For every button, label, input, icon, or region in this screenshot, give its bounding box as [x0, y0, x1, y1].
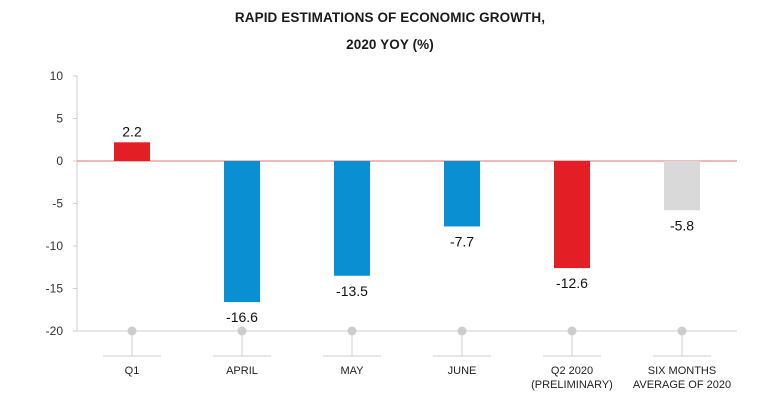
y-tick-label: 0: [56, 154, 63, 168]
y-tick-label: -15: [46, 282, 64, 296]
category-marker: [127, 326, 137, 336]
category-label: SIX MONTHS: [648, 365, 716, 377]
category-label: (PRELIMINARY): [531, 379, 613, 391]
category-marker: [457, 326, 467, 336]
category-marker: [347, 326, 357, 336]
chart-title-line-1: RAPID ESTIMATIONS OF ECONOMIC GROWTH,: [234, 10, 546, 25]
y-tick-label: 10: [50, 69, 64, 83]
category-label: APRIL: [226, 365, 258, 377]
y-tick-label: 5: [56, 112, 63, 126]
data-label: 2.2: [122, 123, 142, 139]
category-label: Q2 2020: [551, 365, 593, 377]
data-label: -7.7: [450, 233, 474, 249]
bar: [114, 142, 150, 161]
bar: [554, 161, 590, 269]
category-label: MAY: [340, 365, 364, 377]
bar: [334, 161, 370, 276]
category-label: Q1: [125, 365, 140, 377]
data-label: -13.5: [336, 283, 368, 299]
y-tick-label: -20: [46, 324, 64, 338]
category-label: AVERAGE OF 2020: [633, 379, 731, 391]
y-tick-label: -5: [52, 197, 63, 211]
category-label: JUNE: [448, 365, 477, 377]
category-marker: [237, 326, 247, 336]
bar: [664, 161, 700, 211]
bar: [224, 161, 260, 303]
category-marker: [677, 326, 687, 336]
bar: [444, 161, 480, 227]
chart-title-line-2: 2020 YOY (%): [346, 37, 434, 52]
data-label: -12.6: [556, 275, 588, 291]
y-tick-label: -10: [46, 239, 64, 253]
data-label: -5.8: [670, 217, 694, 233]
category-marker: [567, 326, 577, 336]
data-label: -16.6: [226, 309, 258, 325]
